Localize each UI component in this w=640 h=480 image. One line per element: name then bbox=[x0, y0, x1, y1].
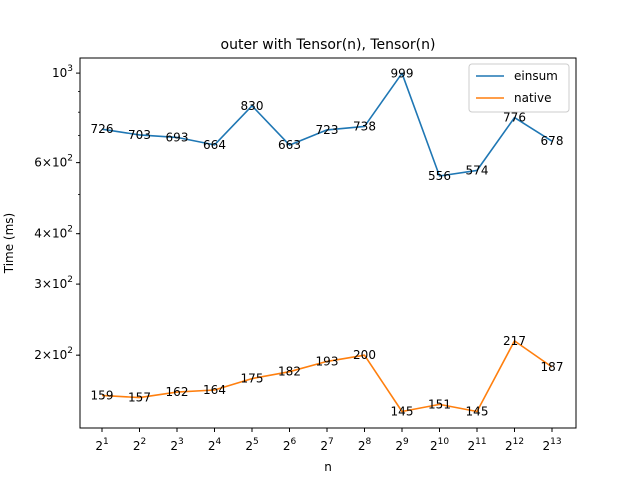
legend-label-native: native bbox=[514, 91, 551, 105]
data-label: 738 bbox=[353, 119, 376, 133]
x-tick-label: 29 bbox=[395, 437, 409, 453]
axes-frame bbox=[79, 57, 577, 429]
series-line-einsum bbox=[101, 72, 553, 177]
data-label: 187 bbox=[541, 360, 564, 374]
y-axis: 2×102 3×102 4×102 6×102 103 bbox=[34, 64, 80, 362]
data-label: 693 bbox=[166, 130, 189, 144]
data-label: 217 bbox=[503, 334, 526, 348]
x-tick-label: 26 bbox=[283, 437, 297, 453]
series-line-native bbox=[101, 340, 553, 413]
y-tick-label: 4×102 bbox=[34, 225, 73, 241]
y-tick-label: 103 bbox=[52, 64, 73, 80]
data-label: 723 bbox=[316, 123, 339, 137]
x-axis-label: n bbox=[324, 460, 332, 474]
data-label: 164 bbox=[203, 383, 226, 397]
data-label: 200 bbox=[353, 348, 376, 362]
data-label: 556 bbox=[428, 169, 451, 183]
x-tick-label: 21 bbox=[95, 437, 108, 453]
x-tick-label: 212 bbox=[505, 437, 524, 453]
x-tick-label: 23 bbox=[170, 437, 183, 453]
x-tick-label: 22 bbox=[133, 437, 146, 453]
data-label: 182 bbox=[278, 365, 301, 379]
data-label: 663 bbox=[278, 138, 301, 152]
data-label: 162 bbox=[166, 385, 189, 399]
y-axis-label: Time (ms) bbox=[2, 213, 16, 275]
data-label: 830 bbox=[241, 99, 264, 113]
data-label: 151 bbox=[428, 397, 451, 411]
plot-area: 726 703 693 664 830 663 723 738 999 556 574 776 678 1… bbox=[91, 66, 564, 418]
data-label: 159 bbox=[91, 388, 114, 402]
x-tick-label: 25 bbox=[245, 437, 258, 453]
data-label: 776 bbox=[503, 111, 526, 125]
data-label: 703 bbox=[128, 128, 151, 142]
x-tick-label: 210 bbox=[430, 437, 449, 453]
data-label: 157 bbox=[128, 391, 151, 405]
data-label: 193 bbox=[316, 354, 339, 368]
x-tick-label: 24 bbox=[208, 437, 222, 453]
legend-label-einsum: einsum bbox=[514, 69, 558, 83]
data-label: 664 bbox=[203, 138, 226, 152]
x-tick-label: 211 bbox=[467, 437, 486, 453]
data-label: 175 bbox=[241, 372, 264, 386]
y-tick-label: 6×102 bbox=[34, 154, 73, 170]
chart-title: outer with Tensor(n), Tensor(n) bbox=[221, 37, 436, 53]
data-label: 145 bbox=[466, 405, 489, 419]
legend: einsum native bbox=[468, 63, 570, 113]
data-label: 145 bbox=[391, 405, 414, 419]
x-tick-label: 28 bbox=[358, 437, 372, 453]
data-label: 574 bbox=[466, 163, 489, 177]
x-tick-label: 27 bbox=[320, 437, 333, 453]
y-tick-label: 3×102 bbox=[34, 275, 73, 291]
data-label: 678 bbox=[541, 134, 564, 148]
data-label: 999 bbox=[391, 66, 414, 80]
x-tick-label: 213 bbox=[542, 437, 561, 453]
x-axis: 21 22 23 24 25 26 27 28 29 210 211 212 213 bbox=[95, 428, 562, 453]
data-label: 726 bbox=[91, 122, 114, 136]
y-tick-label: 2×102 bbox=[34, 346, 73, 362]
